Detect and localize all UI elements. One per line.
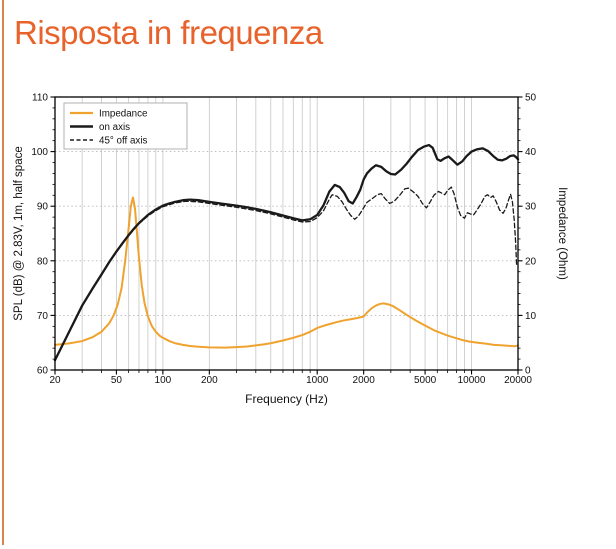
x-tick-label: 50 bbox=[111, 375, 123, 386]
series-45-off-axis bbox=[54, 186, 518, 361]
x-tick-label: 5000 bbox=[414, 375, 437, 386]
right-y-tick-label: 20 bbox=[525, 256, 537, 267]
legend-label: Impedance bbox=[99, 109, 148, 120]
right-y-tick-label: 10 bbox=[525, 311, 537, 322]
series-on-axis bbox=[53, 143, 520, 362]
x-tick-label: 10000 bbox=[458, 375, 486, 386]
left-axis-title: SPL (dB) @ 2.83V, 1m, half space bbox=[13, 146, 25, 320]
x-tick-label: 100 bbox=[155, 375, 172, 386]
x-tick-label: 2000 bbox=[353, 375, 376, 386]
right-y-tick-label: 30 bbox=[525, 202, 537, 213]
page-title: Risposta in frequenza bbox=[14, 14, 323, 51]
legend-label: 45° off axis bbox=[99, 136, 147, 147]
left-y-tick-label: 100 bbox=[31, 147, 48, 158]
series-impedance bbox=[54, 196, 519, 349]
left-y-tick-label: 90 bbox=[37, 202, 49, 213]
right-y-tick-label: 40 bbox=[525, 147, 537, 158]
left-y-tick-label: 110 bbox=[32, 93, 48, 104]
x-tick-label: 1000 bbox=[306, 375, 329, 386]
x-tick-label: 20000 bbox=[504, 375, 532, 386]
page-accent-border bbox=[2, 0, 4, 545]
legend-label: on axis bbox=[99, 122, 130, 133]
x-tick-label: 200 bbox=[201, 375, 218, 386]
x-axis-title: Frequency (Hz) bbox=[245, 392, 328, 406]
x-tick-label: 20 bbox=[49, 375, 61, 386]
right-y-tick-label: 50 bbox=[525, 93, 537, 104]
plot-border bbox=[54, 96, 519, 371]
right-y-tick-label: 0 bbox=[525, 366, 531, 377]
left-y-tick-label: 60 bbox=[37, 366, 49, 377]
left-y-tick-label: 70 bbox=[37, 311, 49, 322]
left-y-tick-label: 80 bbox=[37, 256, 49, 267]
right-axis-title: Impedance (Ohm) bbox=[556, 187, 568, 280]
